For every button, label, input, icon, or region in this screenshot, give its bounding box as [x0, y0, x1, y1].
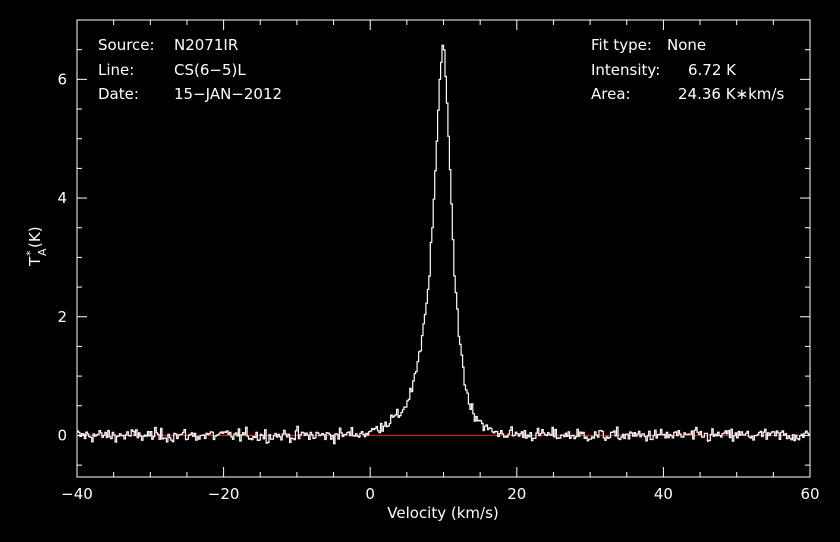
- source-label: Source:: [98, 36, 155, 54]
- y-axis-label: T * A (K): [24, 226, 49, 267]
- x-tick-label: −40: [61, 485, 93, 503]
- x-axis-label: Velocity (km/s): [387, 504, 498, 522]
- y-axis-label-sup: *: [24, 250, 37, 256]
- x-tick-label: 0: [365, 485, 375, 503]
- date-value: 15−JAN−2012: [174, 85, 282, 103]
- area-value: 24.36 K∗km/s: [678, 85, 784, 103]
- source-value: N2071IR: [174, 36, 238, 54]
- area-label: Area:: [591, 85, 631, 103]
- spectrum-line: [77, 44, 810, 445]
- y-axis-label-main: T: [26, 256, 44, 267]
- x-tick-label: 40: [654, 485, 673, 503]
- line-label: Line:: [98, 61, 134, 79]
- axis-ticks: −40 −20 0 20 40 60 0 2 4 6: [57, 20, 820, 503]
- date-label: Date:: [98, 85, 139, 103]
- line-value: CS(6−5)L: [174, 61, 246, 79]
- x-tick-label: −20: [208, 485, 240, 503]
- x-tick-label: 20: [507, 485, 526, 503]
- y-tick-label: 4: [57, 189, 67, 207]
- y-tick-label: 0: [57, 426, 67, 444]
- y-axis-label-sub: A: [36, 248, 49, 256]
- fit-type-value: None: [667, 36, 706, 54]
- y-tick-label: 2: [57, 308, 67, 326]
- y-tick-label: 6: [57, 70, 67, 88]
- intensity-value: 6.72 K: [688, 61, 737, 79]
- x-tick-label: 60: [800, 485, 819, 503]
- fit-type-label: Fit type:: [591, 36, 652, 54]
- intensity-label: Intensity:: [591, 61, 660, 79]
- y-axis-label-unit: (K): [26, 226, 44, 248]
